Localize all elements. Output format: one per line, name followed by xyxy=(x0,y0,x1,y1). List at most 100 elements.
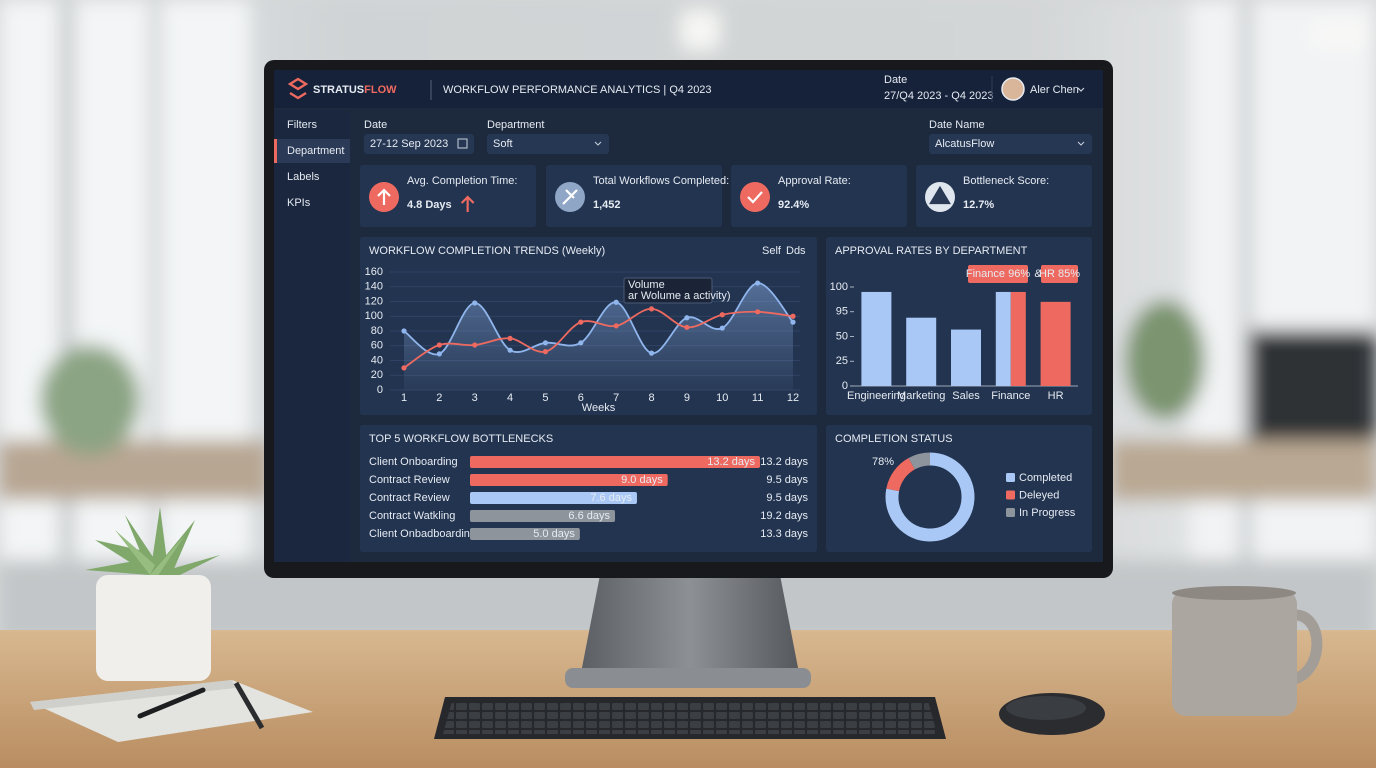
y-tick-label: 140 xyxy=(365,281,383,293)
kpi-label: Total Workflows Completed: xyxy=(593,175,729,187)
notebook-band xyxy=(233,681,265,730)
filter-label: Department xyxy=(487,119,544,131)
bar xyxy=(995,291,1011,386)
bar xyxy=(470,492,637,504)
sidebar-item[interactable]: KPIs xyxy=(287,197,311,209)
series-point xyxy=(472,342,478,348)
page-title: WORKFLOW PERFORMANCE ANALYTICS | Q4 2023 xyxy=(443,84,712,96)
annotation-box xyxy=(1041,265,1078,283)
plant-pot xyxy=(96,575,211,681)
y-tick-label: 0 xyxy=(377,384,383,396)
bar xyxy=(470,528,580,540)
y-tick-label: 60 xyxy=(371,340,383,352)
x-tick-label: 10 xyxy=(716,392,728,404)
category-label: Client Onbadboarding xyxy=(369,528,476,540)
bar-label: 9.0 days xyxy=(621,474,663,486)
x-tick-label: Marketing xyxy=(897,390,945,402)
calendar-icon xyxy=(457,138,468,149)
y-tick-label: 20 xyxy=(371,369,383,381)
bar-label: 7.6 days xyxy=(590,492,632,504)
panel-title: COMPLETION STATUS xyxy=(835,433,953,445)
panel-title: WORKFLOW COMPLETION TRENDS (Weekly) xyxy=(369,245,605,257)
x-tick-label: Engineering xyxy=(847,390,906,402)
series-point xyxy=(755,309,761,315)
user-name[interactable]: Aler Chen xyxy=(1030,84,1079,96)
filter-box[interactable] xyxy=(929,134,1092,154)
category-label: Contract Review xyxy=(369,492,450,504)
x-tick-label: 9 xyxy=(684,392,690,404)
filter-label: Date xyxy=(364,119,387,131)
legend-label: In Progress xyxy=(1019,507,1076,519)
series-point xyxy=(719,325,725,331)
sidebar-item[interactable]: Department xyxy=(287,145,344,157)
monitor-stand xyxy=(580,575,800,678)
notebook-edge xyxy=(30,680,236,710)
series-point xyxy=(790,319,796,325)
kpi-card xyxy=(360,165,536,227)
sidebar xyxy=(274,110,350,562)
kpi-value: 4.8 Days xyxy=(407,199,452,211)
chart-control[interactable]: Dds xyxy=(786,245,806,257)
series-point xyxy=(507,335,513,341)
legend-label: Deleyed xyxy=(1019,489,1059,501)
kpi-value: 12.7% xyxy=(963,199,994,211)
x-tick-label: 4 xyxy=(507,392,513,404)
series-point xyxy=(648,306,655,312)
sidebar-item[interactable]: Filters xyxy=(287,119,317,131)
x-tick-label: HR xyxy=(1048,390,1064,402)
keyboard-keys xyxy=(443,701,937,734)
logo-icon xyxy=(287,77,309,100)
y-tick-label: 40 xyxy=(371,354,383,366)
mug-handle xyxy=(1288,609,1323,686)
bar xyxy=(906,317,937,386)
y-tick-label: 100 xyxy=(830,281,848,293)
x-tick-label: Finance xyxy=(991,390,1030,402)
series-point xyxy=(613,299,619,305)
series-point xyxy=(436,351,442,357)
y-tick-label: 0 xyxy=(842,380,848,392)
x-axis-label: Weeks xyxy=(582,402,616,414)
date-label: Date xyxy=(884,74,907,86)
total-label: 13.2 days xyxy=(760,456,808,468)
category-label: Client Onboarding xyxy=(369,456,458,468)
filter-box[interactable] xyxy=(487,134,609,154)
filter-box[interactable] xyxy=(364,134,474,154)
bar-label: 5.0 days xyxy=(533,528,575,540)
logo: STRATUSFLOW xyxy=(313,84,397,96)
series-point xyxy=(436,342,442,348)
bar xyxy=(1040,301,1071,386)
y-tick-label: 160 xyxy=(365,266,383,278)
tooltip-text: ar Wolume a activity) xyxy=(628,290,731,302)
legend-swatch xyxy=(1006,490,1015,500)
filter-value[interactable]: 27-12 Sep 2023 xyxy=(370,138,448,150)
chart-control[interactable]: Self xyxy=(762,245,782,257)
monitor-base xyxy=(565,668,811,688)
filter-value[interactable]: AlcatusFlow xyxy=(935,138,994,150)
kpi-label: Avg. Completion Time: xyxy=(407,175,517,187)
category-label: Contract Watkling xyxy=(369,510,455,522)
bar-label: 13.2 days xyxy=(707,456,755,468)
bar xyxy=(951,329,981,386)
series-point xyxy=(401,365,407,371)
sidebar-item[interactable]: Labels xyxy=(287,171,320,183)
tooltip xyxy=(623,277,713,304)
annotation: & xyxy=(1034,268,1042,280)
legend-label: Completed xyxy=(1019,472,1072,484)
y-tick-label: 120 xyxy=(365,295,383,307)
legend-swatch xyxy=(1006,473,1015,482)
filter-value[interactable]: Soft xyxy=(493,138,513,150)
series-point xyxy=(684,324,690,330)
avatar[interactable] xyxy=(1001,77,1025,101)
donut-segment xyxy=(886,458,916,492)
filter-label: Date Name xyxy=(929,119,985,131)
dashboard: Filters Department Labels KPIs Date 27-12 Sep… xyxy=(274,119,1092,552)
series-point xyxy=(684,315,690,321)
total-label: 9.5 days xyxy=(766,492,808,504)
user-menu-chevron[interactable] xyxy=(1077,87,1085,92)
series-point xyxy=(613,323,619,329)
series-point xyxy=(719,312,725,318)
series-line xyxy=(403,282,794,356)
series-point xyxy=(507,347,513,353)
x-tick-label: 5 xyxy=(542,392,548,404)
category-label: Contract Review xyxy=(369,474,450,486)
